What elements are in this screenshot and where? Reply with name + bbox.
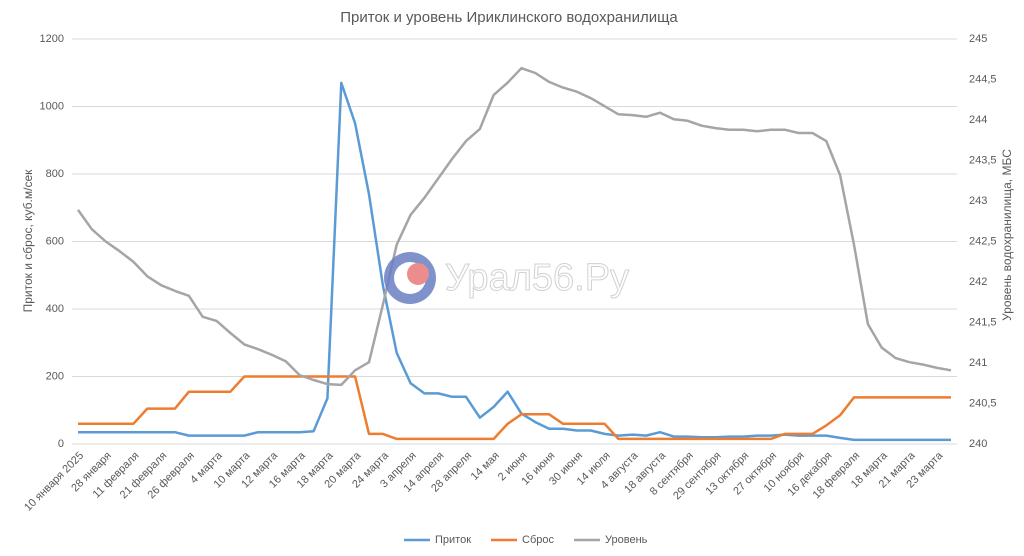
y2-tick-label: 244,5 — [969, 73, 997, 85]
series-line — [78, 375, 951, 441]
series-line — [76, 66, 952, 387]
y-tick-label: 0 — [58, 438, 64, 450]
y2-tick-label: 241 — [969, 357, 987, 369]
y2-tick-label: 240,5 — [969, 397, 997, 409]
y2-axis-title: Уровень водохранилища, МБС — [1000, 149, 1014, 321]
y2-tick-label: 240 — [969, 438, 987, 450]
series-line — [78, 81, 951, 442]
plot-area — [72, 38, 957, 445]
y2-tick-label: 241,5 — [969, 316, 997, 328]
y-tick-label: 200 — [46, 370, 64, 382]
y2-tick-label: 243,5 — [969, 154, 997, 166]
legend-label: Сброс — [522, 534, 554, 546]
y-tick-label: 1200 — [40, 33, 64, 45]
watermark-logo — [407, 263, 429, 285]
y-tick-label: 600 — [46, 235, 64, 247]
y-tick-label: 1000 — [40, 100, 64, 112]
y-tick-label: 800 — [46, 168, 64, 180]
y2-tick-label: 243 — [969, 195, 987, 207]
y2-tick-label: 242,5 — [969, 235, 997, 247]
y-axis-title: Приток и сброс, куб.м/сек — [21, 169, 35, 313]
legend-label: Приток — [435, 534, 471, 546]
watermark-text: Урал56.Ру — [445, 257, 629, 299]
y2-tick-label: 245 — [969, 33, 987, 45]
chart-title: Приток и уровень Ириклинского водохранил… — [340, 9, 678, 26]
y2-tick-label: 244 — [969, 114, 987, 126]
watermark: Урал56.Ру — [384, 252, 630, 304]
y2-tick-label: 242 — [969, 276, 987, 288]
legend-label: Уровень — [605, 534, 648, 546]
y-tick-label: 400 — [46, 303, 64, 315]
